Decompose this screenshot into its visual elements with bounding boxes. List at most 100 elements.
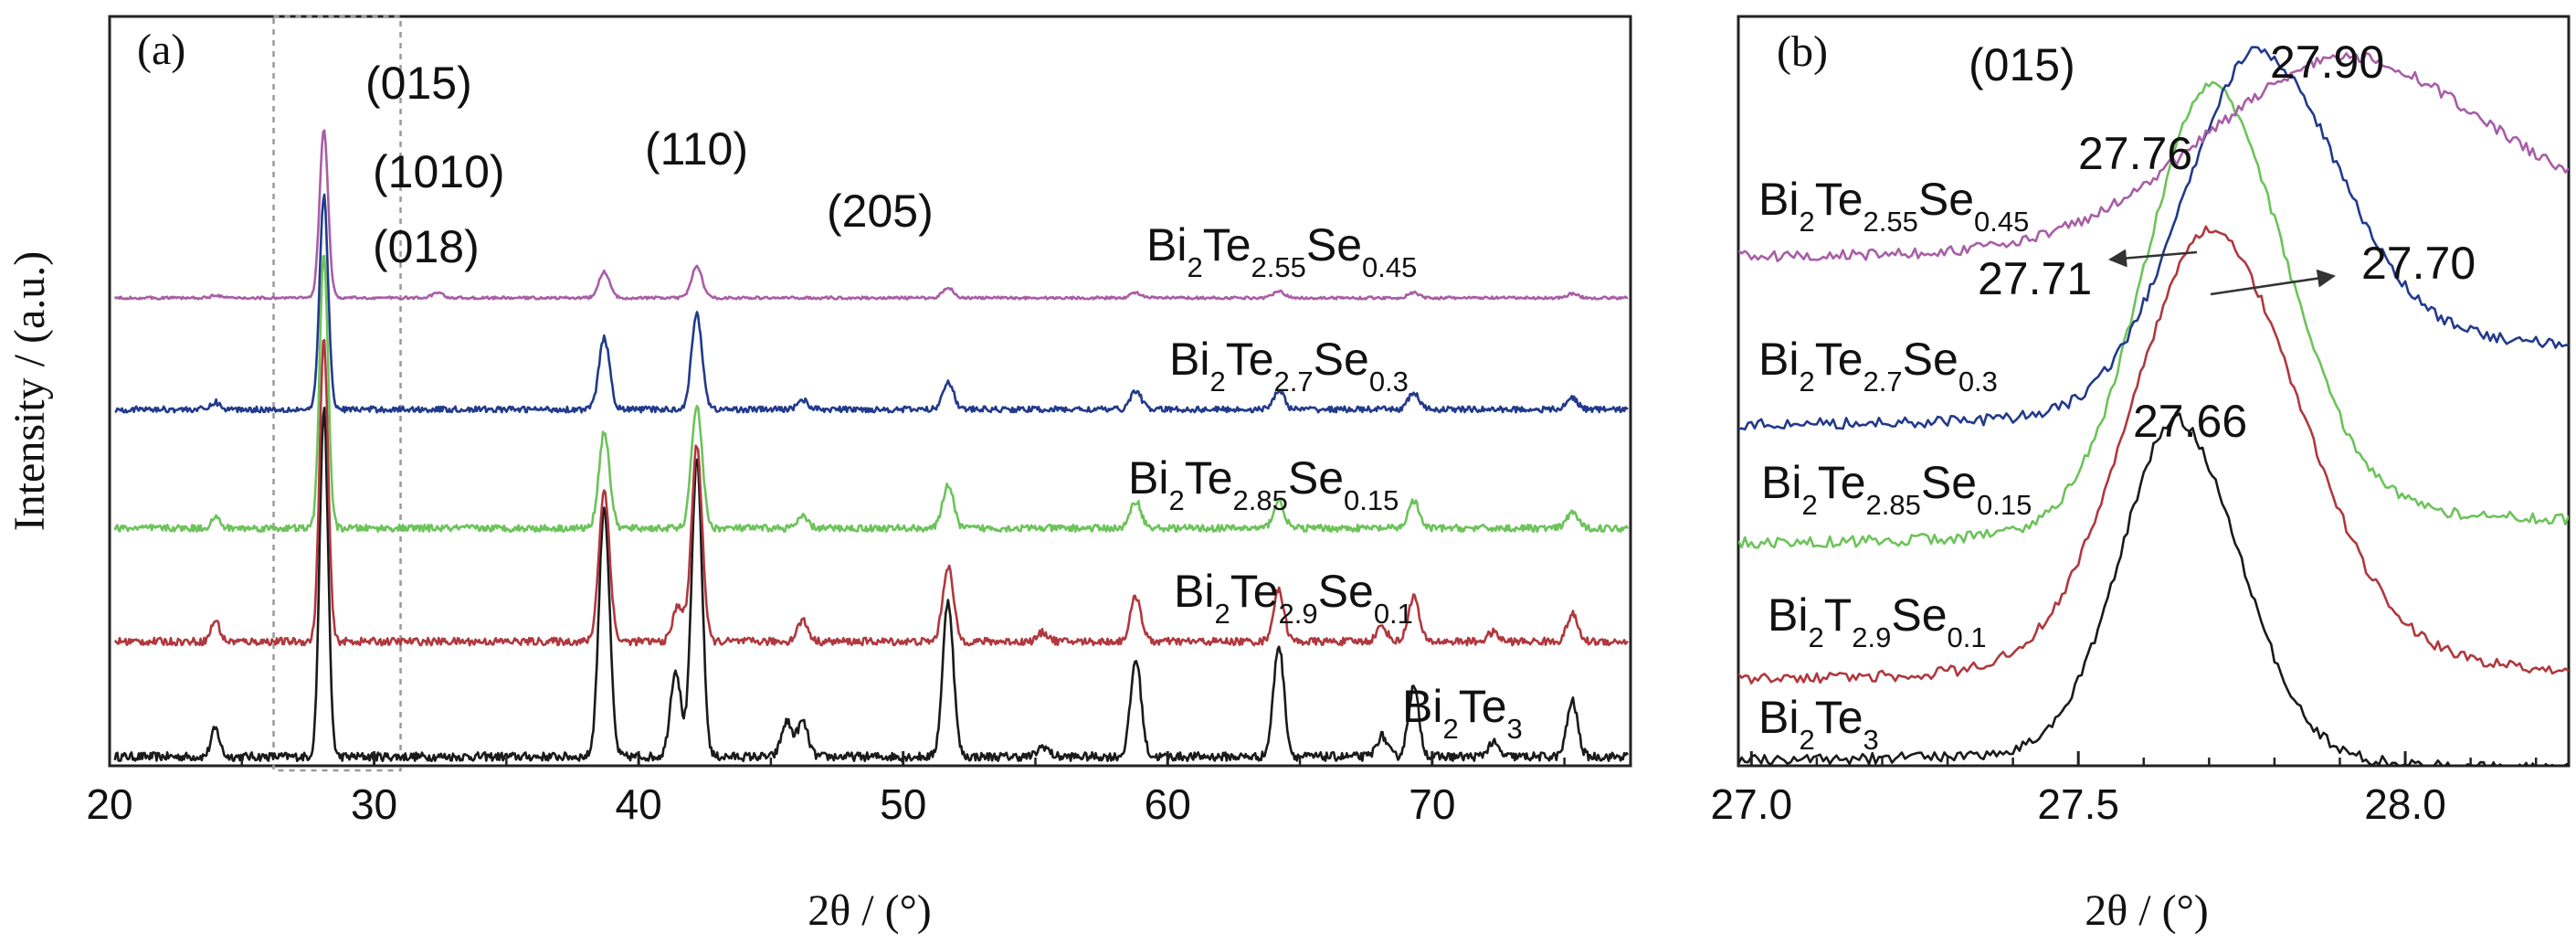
series-label-bi2te2-55se0-45: Bi2Te2.55Se0.45 <box>1146 219 1417 283</box>
series-label-b-bi2te3: Bi2Te3 <box>1758 692 1879 756</box>
panel-b-frame <box>1737 15 2571 768</box>
series-line-bi2te2-85se0-15 <box>113 254 1630 533</box>
panel-a-frame <box>108 15 1632 768</box>
formula-part: 0.15 <box>1344 484 1399 516</box>
x-tick-label: 60 <box>1145 780 1191 828</box>
panel-a-x-axis-label: 2θ / (°) <box>808 886 932 935</box>
formula-part: 0.1 <box>1374 598 1413 630</box>
formula-part: Te <box>1815 334 1863 385</box>
peak-value-27-70: 27.70 <box>2361 238 2476 289</box>
formula-part: 2.9 <box>1852 621 1891 653</box>
formula-part: Bi <box>1768 589 1808 641</box>
formula-part: Se <box>1903 334 1958 385</box>
series-line-b-bi2t2-9se0-1 <box>1738 225 2569 684</box>
formula-part: Se <box>1318 566 1374 617</box>
formula-part: 2 <box>1799 206 1814 238</box>
formula-part: Te <box>1815 174 1863 225</box>
formula-part: Bi <box>1402 681 1442 732</box>
formula-part: 3 <box>1863 724 1879 756</box>
x-tick-label: 20 <box>86 780 132 828</box>
formula-part: 2 <box>1214 598 1230 630</box>
formula-part: Te <box>1185 452 1233 504</box>
series-line-bi2te2-55se0-45 <box>113 129 1629 301</box>
panel-b-plane-label: (015) <box>1969 39 2075 90</box>
formula-part: Bi <box>1174 566 1214 617</box>
series-label-b-bi2te2-55se0-45: Bi2Te2.55Se0.45 <box>1758 174 2029 238</box>
formula-part: 0.15 <box>1977 489 2032 521</box>
peak-annotation-018: (018) <box>373 221 480 272</box>
formula-part: Bi <box>1758 174 1799 225</box>
formula-part: 2.7 <box>1274 366 1314 398</box>
peak-value-27-90: 27.90 <box>2270 37 2384 88</box>
peak-value-27-66: 27.66 <box>2133 396 2247 447</box>
x-tick-label: 28.0 <box>2364 780 2446 828</box>
formula-part: Se <box>1918 174 1974 225</box>
formula-part: 2.85 <box>1233 484 1288 516</box>
formula-part: Te <box>1818 457 1866 508</box>
x-tick-label: 27.0 <box>1711 780 1793 828</box>
formula-part: Se <box>1306 219 1362 270</box>
formula-part: 2.85 <box>1866 489 1921 521</box>
y-axis-label: Intensity / (a.u.) <box>5 251 54 532</box>
formula-part: Te <box>1226 334 1274 385</box>
panel-a: 20 30 40 50 60 70 (015) (1010) (018) (110) (205) B… <box>5 15 1632 935</box>
formula-part: 2.55 <box>1251 251 1306 283</box>
peak-annotation-1010: (1010) <box>373 146 505 197</box>
formula-part: Bi <box>1128 452 1168 504</box>
formula-part: Se <box>1921 457 1977 508</box>
series-label-bi2te2-9se0-1: Bi2Te2.9Se0.1 <box>1174 566 1413 630</box>
formula-part: Bi <box>1758 334 1799 385</box>
formula-part: 0.45 <box>1974 206 2029 238</box>
formula-part: Bi <box>1169 334 1209 385</box>
shift-arrow-right <box>2210 269 2336 296</box>
formula-part: 2 <box>1801 489 1817 521</box>
formula-part: 2 <box>1209 366 1225 398</box>
series-line-bi2te2-7se0-3 <box>114 193 1629 414</box>
panel-b-label: (b) <box>1777 27 1828 76</box>
x-tick-label: 50 <box>880 780 926 828</box>
formula-part: Bi <box>1146 219 1187 270</box>
formula-part: 2.7 <box>1863 366 1903 398</box>
formula-part: 0.3 <box>1369 366 1409 398</box>
x-tick-label: 27.5 <box>2037 780 2119 828</box>
formula-part: Te <box>1203 219 1251 270</box>
formula-part: 2.55 <box>1863 206 1918 238</box>
x-tick-label: 30 <box>351 780 397 828</box>
series-line-b-bi2te3 <box>1738 412 2569 766</box>
formula-part: T <box>1824 589 1853 641</box>
formula-part: 0.1 <box>1948 621 1987 653</box>
formula-part: Se <box>1288 452 1344 504</box>
formula-part: 2 <box>1168 484 1184 516</box>
series-label-b-bi2te2-85se0-15: Bi2Te2.85Se0.15 <box>1761 457 2032 521</box>
panel-a-annotations: (015)(1010)(018)(110)(205)Bi2Te3Bi2Te2.9… <box>365 58 1523 745</box>
panel-a-series <box>113 129 1630 762</box>
series-line-bi2te3 <box>113 407 1630 762</box>
peak-annotation-015: (015) <box>365 58 472 109</box>
series-label-b-bi2t2-9se0-1: Bi2T2.9Se0.1 <box>1768 589 1987 653</box>
panel-a-x-ticks: 20 30 40 50 60 70 <box>86 751 1566 828</box>
panel-a-label: (a) <box>137 26 185 74</box>
series-label-bi2te2-7se0-3: Bi2Te2.7Se0.3 <box>1169 334 1409 398</box>
series-label-bi2te3: Bi2Te3 <box>1402 681 1523 745</box>
formula-part: 0.3 <box>1958 366 1998 398</box>
formula-part: Se <box>1891 589 1947 641</box>
formula-part: Bi <box>1758 692 1799 743</box>
series-label-bi2te2-85se0-15: Bi2Te2.85Se0.15 <box>1128 452 1399 516</box>
x-tick-label: 70 <box>1409 780 1455 828</box>
formula-part: Te <box>1815 692 1863 743</box>
formula-part: Te <box>1230 566 1279 617</box>
formula-part: 2 <box>1187 251 1202 283</box>
highlight-box-015 <box>272 15 402 772</box>
formula-part: 2.9 <box>1279 598 1318 630</box>
series-line-bi2te2-9se0-1 <box>113 338 1629 647</box>
formula-part: 2 <box>1799 724 1814 756</box>
series-line-b-bi2te2-85se0-15 <box>1738 80 2569 549</box>
x-tick-label: 40 <box>616 780 662 828</box>
peak-annotation-110: (110) <box>645 123 748 175</box>
formula-part: 2 <box>1808 621 1823 653</box>
peak-value-27-76: 27.76 <box>2078 128 2192 179</box>
formula-part: Se <box>1314 334 1369 385</box>
series-line-b-bi2te2-55se0-45 <box>1738 51 2569 263</box>
peak-annotation-205: (205) <box>827 186 934 237</box>
